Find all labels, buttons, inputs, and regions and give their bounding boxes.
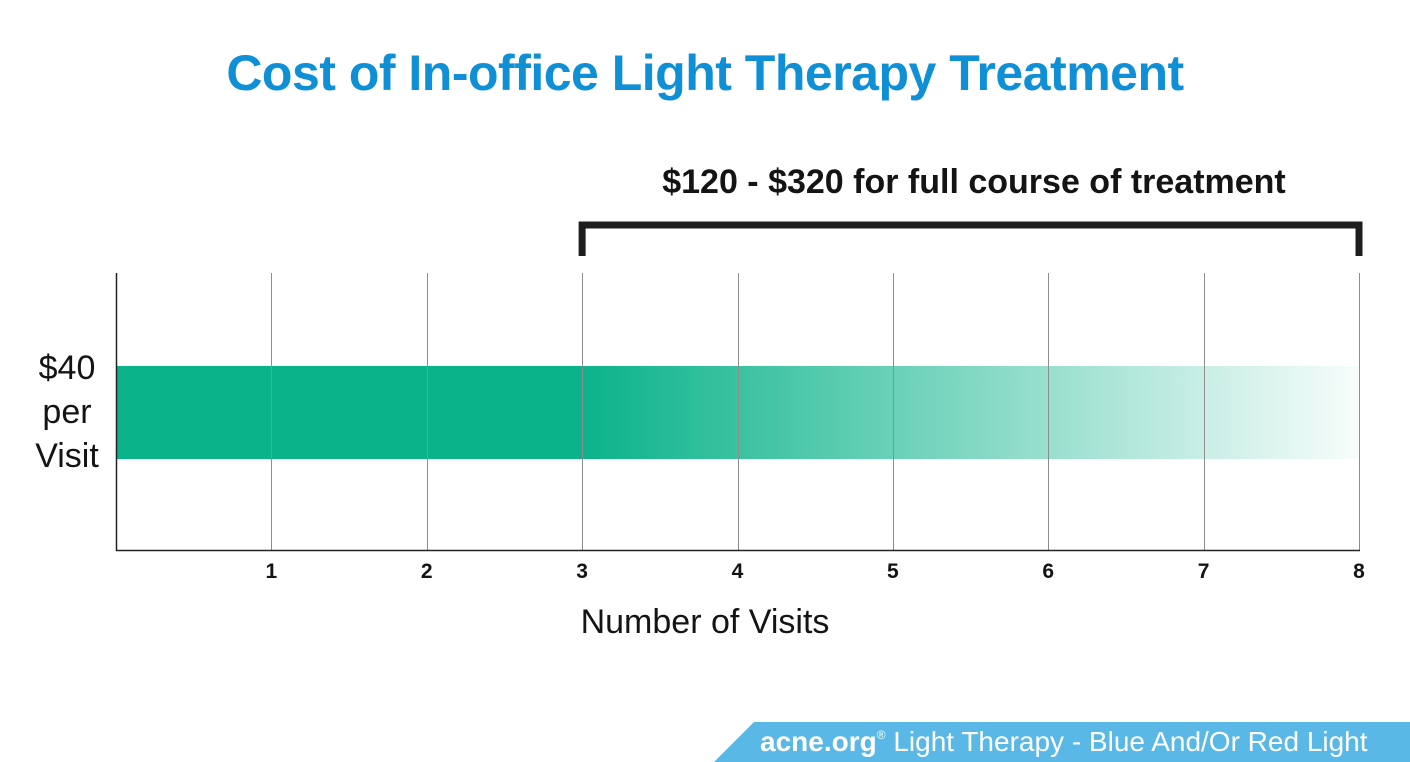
x-tick-label-2: 2 [421, 560, 433, 583]
cost-range-bracket [578, 221, 1363, 256]
x-tick-label-8: 8 [1353, 560, 1365, 583]
x-tick-label-5: 5 [887, 560, 899, 583]
footer-banner [714, 722, 1410, 762]
bracket-label: $120 - $320 for full course of treatment [662, 163, 1286, 201]
x-tick-label-7: 7 [1198, 560, 1210, 583]
y-label-line-1: $40 [38, 349, 96, 387]
cost-bar [116, 366, 1359, 459]
footer-brand[interactable]: acne.org [760, 726, 877, 757]
y-label-line-2: per [42, 393, 92, 431]
x-tick-label-1: 1 [266, 560, 278, 583]
x-axis-label: Number of Visits [580, 603, 830, 641]
x-tick-label-6: 6 [1042, 560, 1054, 583]
y-label-line-3: Visit [35, 437, 99, 475]
x-tick-label-3: 3 [576, 560, 588, 583]
footer-caption: acne.org® Light Therapy - Blue And/Or Re… [760, 722, 1368, 762]
chart-title: Cost of In-office Light Therapy Treatmen… [226, 45, 1184, 101]
footer-reg-mark: ® [876, 728, 886, 742]
x-tick-label-4: 4 [732, 560, 744, 583]
footer-text: Light Therapy - Blue And/Or Red Light [893, 726, 1368, 757]
y-axis-label: $40 per Visit [20, 346, 114, 478]
